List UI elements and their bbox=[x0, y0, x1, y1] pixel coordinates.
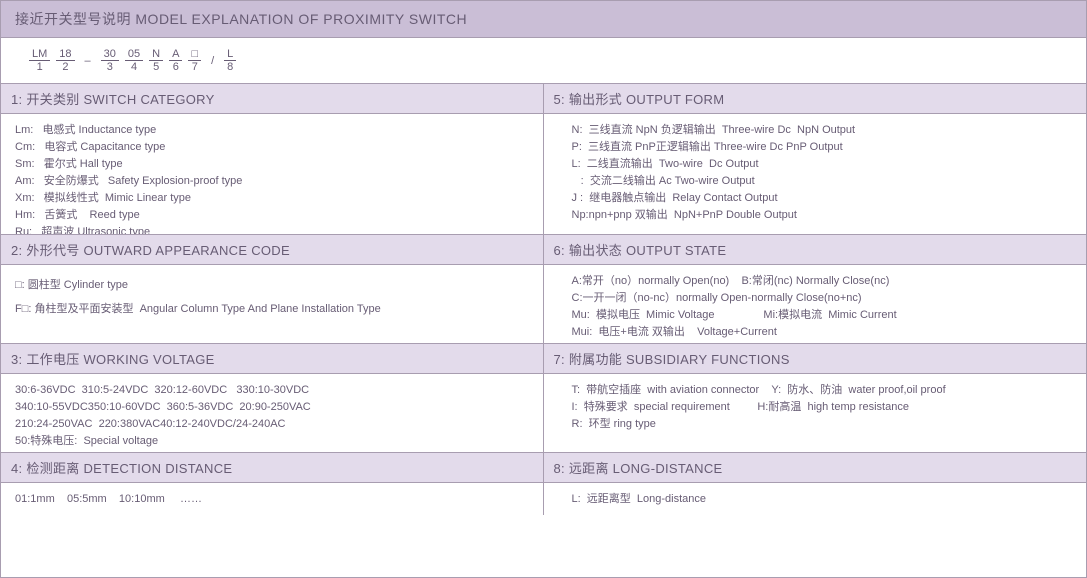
main-header: 接近开关型号说明 MODEL EXPLANATION OF PROXIMITY … bbox=[1, 1, 1086, 38]
sec3-head: 3: 工作电压 WORKING VOLTAGE bbox=[1, 343, 543, 374]
sec7-head: 7: 附属功能 SUBSIDIARY FUNCTIONS bbox=[544, 343, 1087, 374]
model-formula: LM1182–303054N5A6□7/L8 bbox=[1, 38, 1086, 84]
sec1-body: Lm: 电感式 Inductance typeCm: 电容式 Capacitan… bbox=[1, 114, 543, 234]
sec4-body: 01:1mm 05:5mm 10:10mm …… bbox=[1, 483, 543, 515]
sec8-body: L: 远距离型 Long-distance bbox=[544, 483, 1087, 515]
sec1-head: 1: 开关类别 SWITCH CATEGORY bbox=[1, 84, 543, 114]
sec3-body: 30:6-36VDC 310:5-24VDC 320:12-60VDC 330:… bbox=[1, 374, 543, 452]
model-explanation-table: 接近开关型号说明 MODEL EXPLANATION OF PROXIMITY … bbox=[0, 0, 1087, 578]
sec6-body: A:常开（no）normally Open(no) B:常闭(nc) Norma… bbox=[544, 265, 1087, 343]
right-column: 5: 输出形式 OUTPUT FORM N: 三线直流 NpN 负逻辑输出 Th… bbox=[544, 84, 1087, 515]
sec8-head: 8: 远距离 LONG-DISTANCE bbox=[544, 452, 1087, 483]
sec6-head: 6: 输出状态 OUTPUT STATE bbox=[544, 234, 1087, 265]
sec7-body: T: 带航空插座 with aviation connector Y: 防水、防… bbox=[544, 374, 1087, 452]
left-column: 1: 开关类别 SWITCH CATEGORY Lm: 电感式 Inductan… bbox=[1, 84, 544, 515]
sec5-head: 5: 输出形式 OUTPUT FORM bbox=[544, 84, 1087, 114]
sec5-body: N: 三线直流 NpN 负逻辑输出 Three-wire Dc NpN Outp… bbox=[544, 114, 1087, 234]
sec4-head: 4: 检测距离 DETECTION DISTANCE bbox=[1, 452, 543, 483]
content-grid: 1: 开关类别 SWITCH CATEGORY Lm: 电感式 Inductan… bbox=[1, 84, 1086, 515]
sec2-body: □: 圆柱型 Cylinder typeF□: 角柱型及平面安装型 Angula… bbox=[1, 265, 543, 343]
sec2-head: 2: 外形代号 OUTWARD APPEARANCE CODE bbox=[1, 234, 543, 265]
